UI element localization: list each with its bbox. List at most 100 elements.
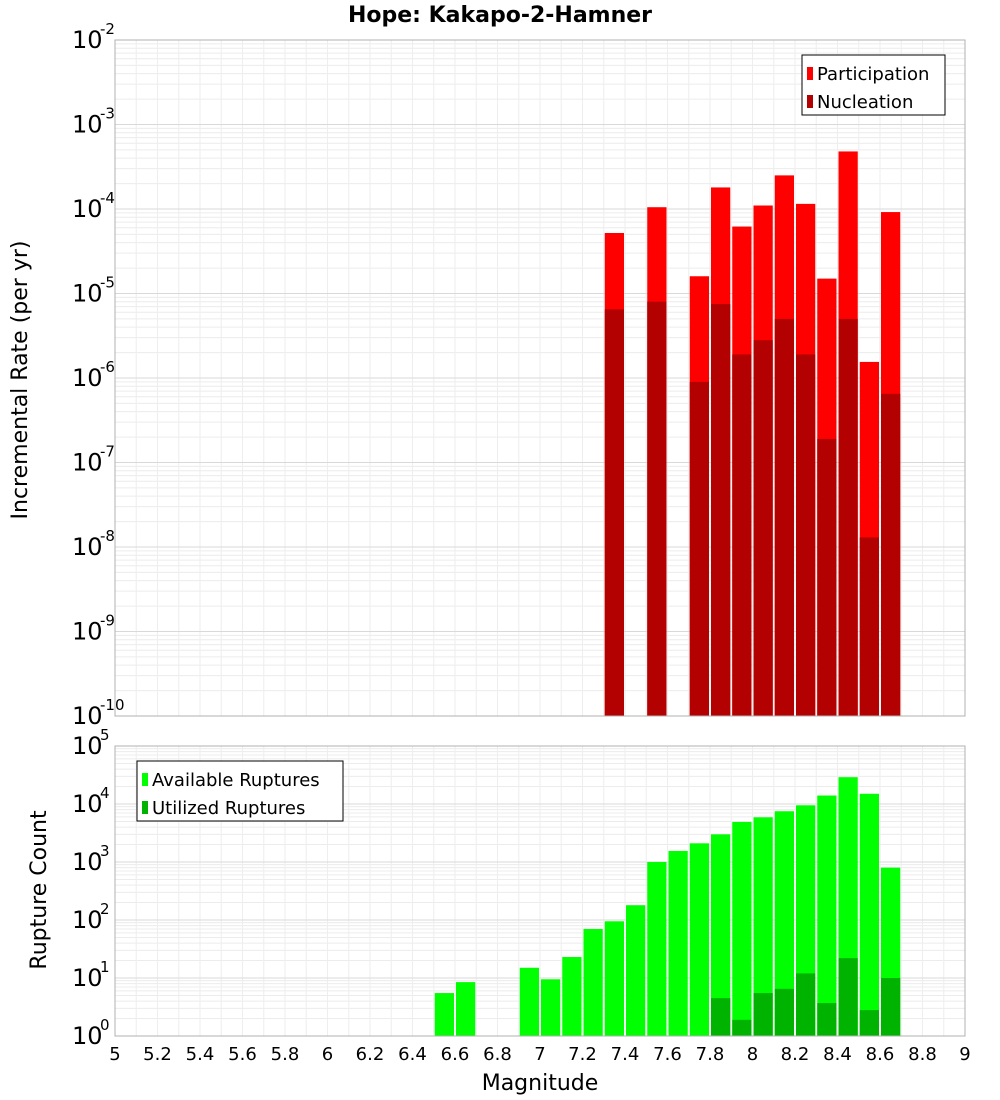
rate-panel: 10-1010-910-810-710-610-510-410-310-2Par… (72, 20, 966, 730)
count-legend-label: Utilized Ruptures (152, 798, 305, 819)
count-bar-series1 (626, 905, 646, 1036)
count-bar-series1 (711, 834, 731, 1036)
count-bar-series2 (732, 1019, 752, 1036)
x-tick-label: 8.4 (823, 1044, 852, 1065)
rate-bar-series2 (881, 393, 901, 716)
count-bar-series2 (838, 958, 858, 1036)
count-bar-series2 (753, 993, 773, 1036)
x-tick-label: 7.4 (611, 1044, 640, 1065)
rate-legend-label: Participation (817, 64, 929, 85)
count-bar-series1 (541, 979, 561, 1036)
count-bar-series1 (647, 862, 667, 1036)
rate-plot-border (114, 39, 966, 717)
count-legend-swatch (142, 801, 148, 814)
count-bar-series2 (774, 988, 794, 1036)
rate-bar-series2 (647, 301, 667, 716)
count-y-tick-label: 10 (72, 848, 103, 876)
count-y-tick-exponent: 5 (100, 726, 110, 744)
x-tick-label: 7 (534, 1044, 545, 1065)
count-bar-series2 (796, 973, 816, 1036)
rate-bar-series2 (604, 309, 624, 716)
x-tick-label: 8 (747, 1044, 758, 1065)
rate-y-tick-label: 10 (72, 364, 103, 392)
rate-legend-swatch (807, 67, 813, 80)
rate-y-tick-label: 10 (72, 449, 103, 477)
rate-y-tick-label: 10 (72, 111, 103, 139)
rate-bar-series2 (817, 438, 837, 716)
count-y-tick-label: 10 (72, 732, 103, 760)
rate-y-tick-label: 10 (72, 702, 103, 730)
x-tick-label: 9 (959, 1044, 970, 1065)
rate-legend-box (801, 54, 946, 116)
x-tick-label: 7.6 (653, 1044, 682, 1065)
count-bar-series1 (434, 993, 454, 1036)
top-y-axis-label: Incremental Rate (per yr) (8, 241, 33, 520)
count-bar-series1 (562, 957, 582, 1036)
count-y-tick-exponent: 1 (100, 958, 110, 976)
x-tick-label: 5.4 (186, 1044, 215, 1065)
count-bar-series1 (456, 982, 476, 1036)
x-tick-label: 6.6 (441, 1044, 470, 1065)
x-tick-label: 5 (109, 1044, 120, 1065)
count-y-tick-label: 10 (72, 1022, 103, 1050)
x-tick-label: 6.2 (356, 1044, 385, 1065)
rate-y-tick-label: 10 (72, 618, 103, 646)
count-bar-series2 (859, 1010, 879, 1036)
rate-legend-swatch (807, 95, 813, 108)
x-tick-label: 6.4 (398, 1044, 427, 1065)
bottom-y-axis-label: Rupture Count (27, 810, 52, 970)
rate-y-tick-label: 10 (72, 26, 103, 54)
x-tick-label: 7.2 (568, 1044, 597, 1065)
rate-y-tick-exponent: -4 (100, 189, 115, 207)
count-bar-series1 (859, 793, 879, 1036)
rate-y-tick-exponent: -2 (100, 20, 115, 38)
count-y-tick-exponent: 4 (100, 784, 110, 802)
rate-y-tick-exponent: -6 (100, 358, 115, 376)
rate-y-tick-exponent: -9 (100, 612, 115, 630)
count-y-tick-label: 10 (72, 906, 103, 934)
count-bar-series1 (689, 843, 709, 1036)
count-legend-swatch (142, 773, 148, 786)
count-y-tick-exponent: 0 (100, 1016, 110, 1034)
x-tick-label: 5.6 (228, 1044, 257, 1065)
count-legend-label: Available Ruptures (152, 770, 320, 791)
count-y-tick-label: 10 (72, 790, 103, 818)
x-tick-label: 6 (322, 1044, 333, 1065)
x-tick-label: 8.8 (908, 1044, 937, 1065)
x-tick-label: 5.8 (271, 1044, 300, 1065)
rate-y-tick-label: 10 (72, 533, 103, 561)
rate-y-tick-exponent: -8 (100, 527, 115, 545)
count-legend-box (136, 760, 344, 822)
rate-bar-series2 (689, 381, 709, 716)
x-axis-label: Magnitude (482, 1071, 599, 1096)
rate-bar-series2 (838, 318, 858, 716)
count-bar-series1 (668, 850, 688, 1036)
count-bar-series2 (881, 978, 901, 1036)
count-bar-series1 (583, 928, 603, 1036)
chart-title: Hope: Kakapo-2-Hamner (348, 3, 652, 28)
x-tick-label: 8.6 (866, 1044, 895, 1065)
rate-y-tick-exponent: -10 (100, 696, 125, 714)
rate-bar-series2 (796, 354, 816, 716)
rate-y-tick-label: 10 (72, 195, 103, 223)
rate-y-tick-exponent: -7 (100, 443, 115, 461)
x-tick-label: 6.8 (483, 1044, 512, 1065)
rate-bar-series2 (859, 537, 879, 716)
count-bar-series1 (732, 821, 752, 1036)
rate-y-tick-exponent: -5 (100, 274, 115, 292)
rate-bar-series2 (711, 304, 731, 716)
count-bar-series2 (711, 998, 731, 1036)
count-y-tick-label: 10 (72, 964, 103, 992)
count-bar-series1 (753, 817, 773, 1036)
x-tick-label: 5.2 (143, 1044, 172, 1065)
rate-legend-label: Nucleation (817, 92, 913, 113)
count-bar-series1 (774, 811, 794, 1036)
rate-y-tick-label: 10 (72, 280, 103, 308)
rate-y-tick-exponent: -3 (100, 105, 115, 123)
count-y-tick-exponent: 2 (100, 900, 110, 918)
rate-bar-series2 (774, 318, 794, 716)
count-plot-border (114, 745, 966, 1037)
x-tick-label: 8.2 (781, 1044, 810, 1065)
x-tick-label: 7.8 (696, 1044, 725, 1065)
